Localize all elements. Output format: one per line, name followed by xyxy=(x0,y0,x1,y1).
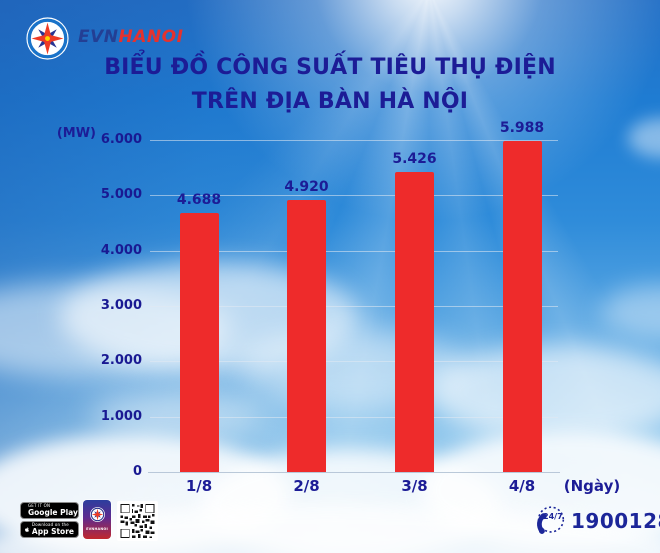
bar xyxy=(179,212,219,472)
brand-name: EVNHANOI xyxy=(78,27,183,47)
bar xyxy=(502,140,542,472)
y-tick-label: 4.000 xyxy=(100,242,142,258)
evnhanoi-app-icon: EVNHANOI xyxy=(83,500,111,539)
y-tick-label: 0 xyxy=(132,464,142,479)
app-store-tagline: Download on the xyxy=(31,522,69,528)
chart-title: BIỂU ĐỒ CÔNG SUẤT TIÊU THỤ ĐIỆN TRÊN ĐỊA… xyxy=(0,51,660,119)
bar-value-label: 4.688 xyxy=(176,191,222,208)
hotline-number: 19001288 xyxy=(571,509,660,533)
y-tick-label: 2.000 xyxy=(100,353,142,369)
qr-code xyxy=(117,501,158,541)
google-play-badge[interactable]: GET IT ON Google Play xyxy=(20,502,79,519)
hotline-24-7-phone-icon: 24/7 xyxy=(537,506,565,534)
evn-star-logo-small xyxy=(89,507,105,522)
x-axis-line xyxy=(148,472,560,473)
gridline xyxy=(150,306,558,307)
y-tick-label: 3.000 xyxy=(100,298,142,313)
y-tick-label: 6.000 xyxy=(100,132,142,147)
app-icon-label: EVNHANOI xyxy=(86,527,108,531)
google-play-tagline: GET IT ON xyxy=(28,503,51,509)
x-tick-label: 4/8 xyxy=(508,477,536,495)
gridline xyxy=(150,361,558,363)
google-play-label: Google Play xyxy=(28,507,78,517)
gridline xyxy=(150,140,558,141)
x-tick-label: 3/8 xyxy=(401,477,428,495)
bar-value-label: 5.988 xyxy=(499,119,545,136)
y-tick-label: 1.000 xyxy=(100,408,142,424)
bar xyxy=(395,171,434,472)
gridline xyxy=(150,250,558,252)
apple-icon xyxy=(25,527,29,532)
x-tick-label: 2/8 xyxy=(293,477,320,495)
gridline xyxy=(150,195,558,197)
y-axis-unit-label: (MW) xyxy=(56,126,96,141)
bar-value-label: 5.426 xyxy=(392,150,437,167)
x-axis-unit-label: (Ngày) xyxy=(563,477,621,495)
chart-title-line1: BIỂU ĐỒ CÔNG SUẤT TIÊU THỤ ĐIỆN xyxy=(104,55,556,80)
y-tick-label: 5.000 xyxy=(100,187,142,203)
bar-value-label: 4.920 xyxy=(284,178,329,195)
app-store-label: App Store xyxy=(31,526,74,536)
brand-hanoi: HANOI xyxy=(118,27,184,47)
brand-evn: EVN xyxy=(78,27,119,47)
bar xyxy=(287,199,326,472)
app-store-badge[interactable]: Download on the App Store xyxy=(20,521,79,538)
svg-text:24/7: 24/7 xyxy=(543,512,563,521)
evn-star-logo xyxy=(26,17,69,60)
x-tick-label: 1/8 xyxy=(185,477,213,495)
chart-title-line2: TRÊN ĐỊA BÀN HÀ NỘI xyxy=(191,89,469,114)
gridline xyxy=(150,416,558,418)
